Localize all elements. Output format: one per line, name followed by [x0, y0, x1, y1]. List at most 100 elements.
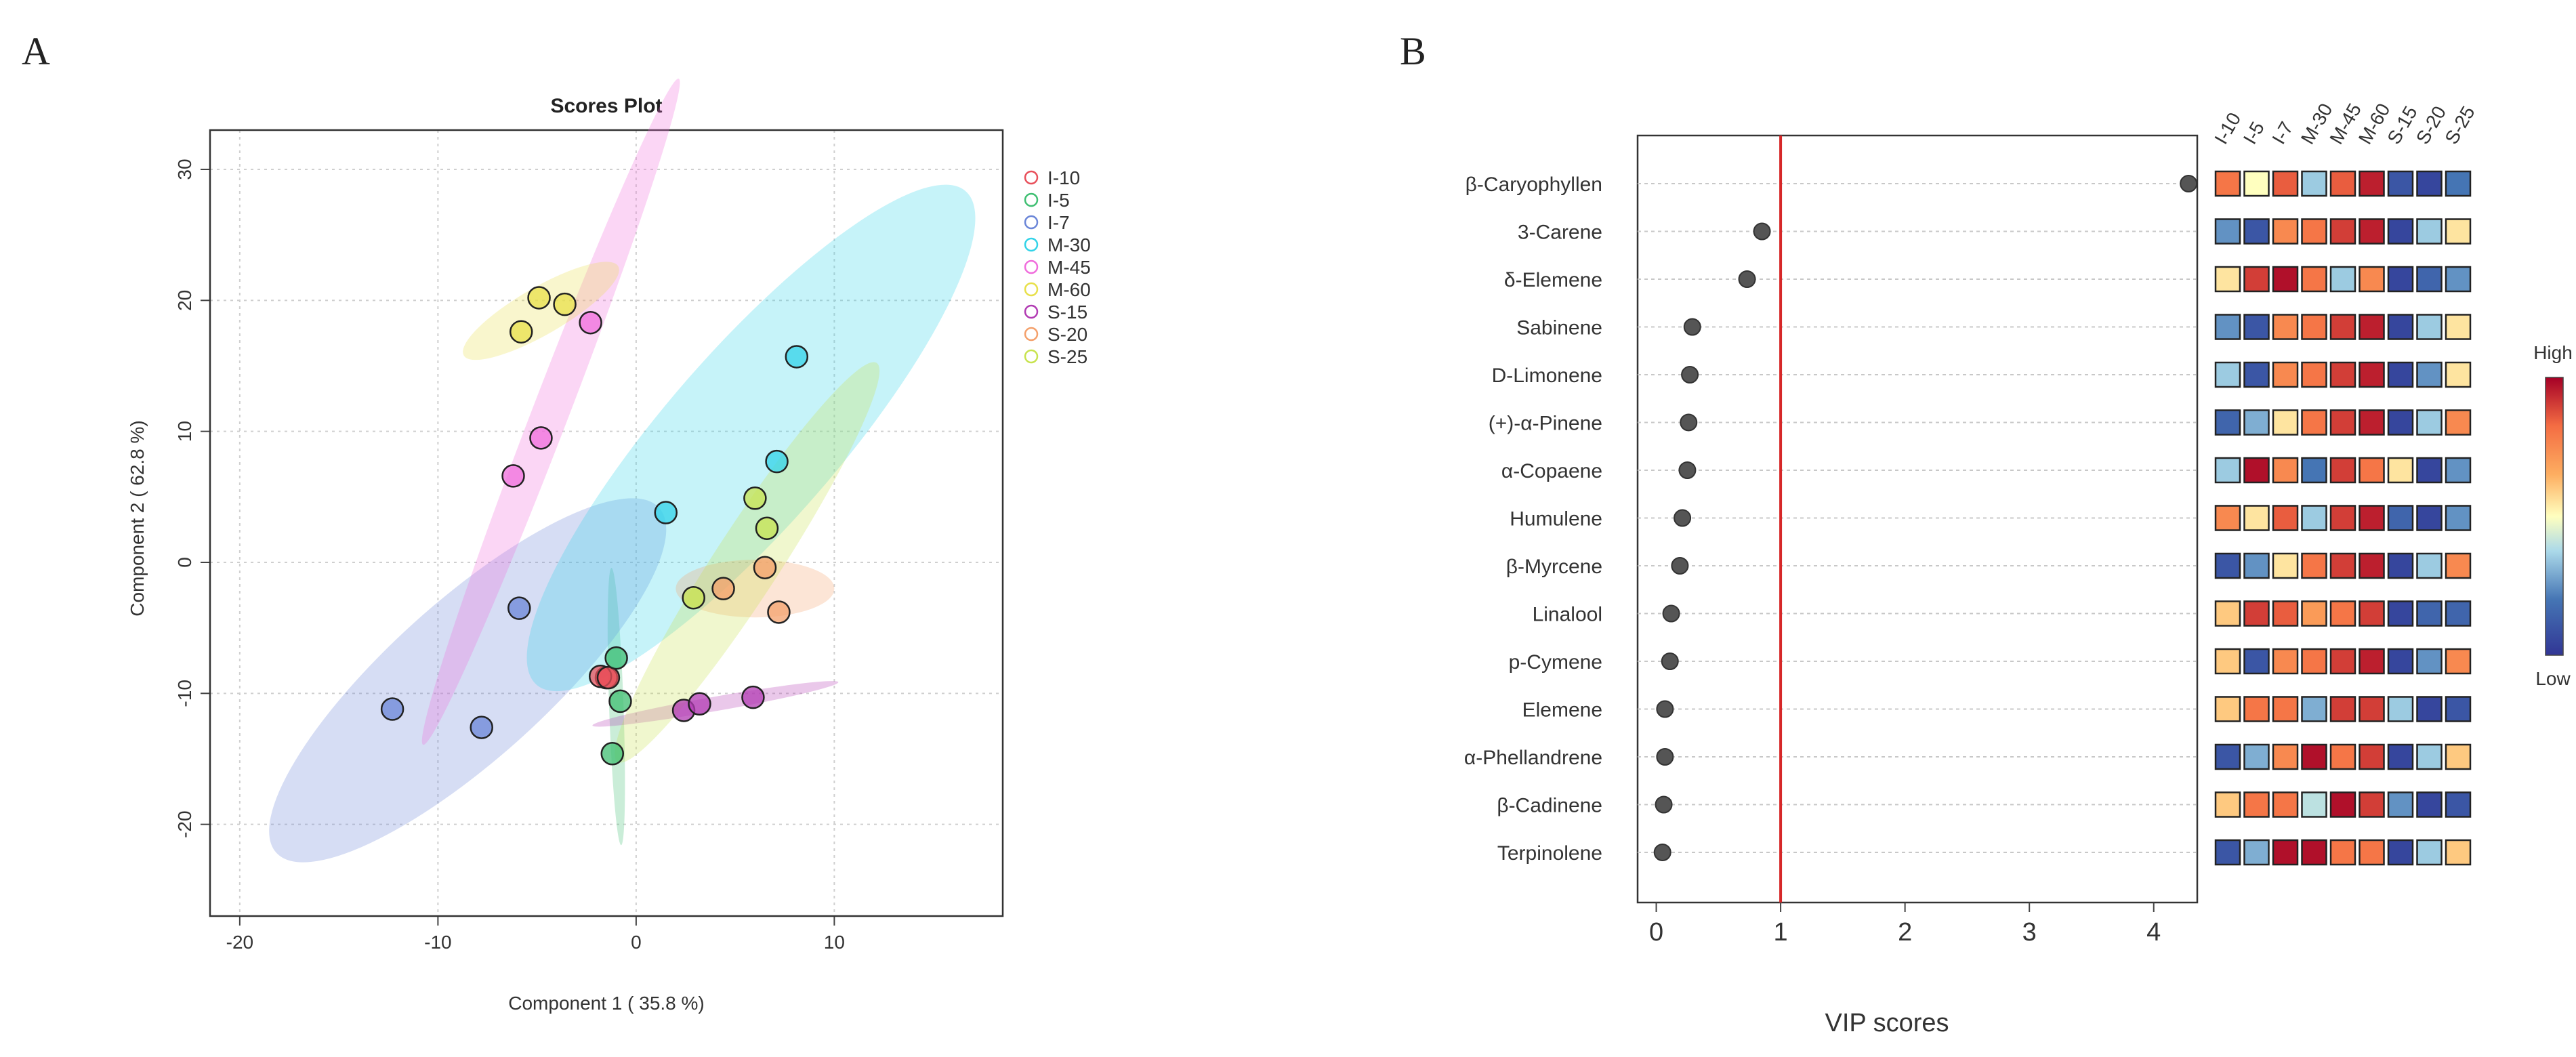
pca-legend-marker [1024, 304, 1039, 319]
heatmap-cell [2387, 600, 2414, 627]
pca-legend-label: S-15 [1047, 302, 1087, 323]
heatmap-cell [2329, 361, 2356, 388]
vip-category-label: β-Caryophyllen [1466, 173, 1602, 196]
heatmap-cell [2387, 696, 2414, 722]
heatmap-cell [2445, 457, 2472, 484]
heatmap-cell [2359, 552, 2385, 579]
pca-confidence-ellipse [676, 560, 835, 618]
pca-point [604, 646, 628, 670]
heatmap-cell [2214, 266, 2241, 293]
heatmap-cell [2416, 505, 2443, 531]
heatmap-cell [2301, 457, 2327, 484]
pca-legend-marker [1024, 327, 1039, 341]
heatmap-cell [2301, 314, 2327, 340]
heatmap-cell [2301, 696, 2327, 722]
pca-scores-plot: Scores Plot Component 1 ( 35.8 %) Compon… [127, 79, 1091, 1014]
heatmap-cell [2359, 314, 2385, 340]
vip-x-tick-label: 2 [1898, 918, 1912, 947]
heatmap-column-label: I-7 [2268, 118, 2297, 148]
heatmap-cell [2272, 266, 2299, 293]
heatmap-cell [2301, 600, 2327, 627]
pca-legend-marker [1024, 282, 1039, 297]
heatmap-cell [2214, 361, 2241, 388]
heatmap-cell [2272, 839, 2299, 866]
heatmap-cell [2387, 361, 2414, 388]
heatmap-cell [2214, 218, 2241, 245]
vip-category-label: Linalool [1533, 604, 1602, 626]
vip-category-label: D-Limonene [1492, 365, 1602, 387]
vip-x-tick-label: 0 [1649, 918, 1663, 947]
heatmap-cell [2329, 743, 2356, 770]
pca-point [579, 310, 602, 335]
heatmap-cell [2359, 170, 2385, 197]
vip-category-label: β-Cadinene [1497, 795, 1602, 817]
heatmap-cell [2272, 696, 2299, 722]
heatmap-cell [2445, 839, 2472, 866]
pca-x-tick-label: 10 [824, 932, 845, 953]
heatmap-cell [2416, 361, 2443, 388]
vip-point [1661, 652, 1679, 670]
pca-y-axis-label: Component 2 ( 62.8 %) [127, 420, 148, 617]
heatmap-cell [2445, 600, 2472, 627]
heatmap-cell [2329, 600, 2356, 627]
heatmap-cell [2445, 743, 2472, 770]
heatmap-cell [2214, 648, 2241, 675]
heatmap-cell [2445, 361, 2472, 388]
heatmap-cell [2445, 696, 2472, 722]
heatmap-cell [2301, 170, 2327, 197]
heatmap-cell [2301, 743, 2327, 770]
heatmap-cell [2329, 314, 2356, 340]
heatmap-cell [2416, 743, 2443, 770]
vip-category-label: Terpinolene [1497, 842, 1602, 865]
pca-point [741, 685, 765, 709]
pca-point [596, 665, 621, 690]
vip-point [1683, 318, 1701, 336]
vip-category-label: p-Cymene [1509, 651, 1602, 673]
pca-legend-marker [1024, 349, 1039, 364]
pca-legend-marker [1024, 215, 1039, 230]
vip-category-label: Humulene [1510, 508, 1602, 531]
heatmap-cell [2387, 839, 2414, 866]
heatmap-cell [2359, 696, 2385, 722]
pca-x-axis-label: Component 1 ( 35.8 %) [508, 993, 705, 1014]
heatmap-cell [2387, 314, 2414, 340]
vip-point [1680, 413, 1698, 432]
pca-point [682, 585, 705, 610]
heatmap-cell [2416, 170, 2443, 197]
vip-category-label: Sabinene [1516, 317, 1602, 339]
heatmap-cell [2243, 409, 2270, 436]
heatmap-cell [2329, 170, 2356, 197]
pca-point [600, 742, 625, 766]
vip-category-label: Elemene [1522, 699, 1602, 722]
heatmap-cell [2272, 648, 2299, 675]
heatmap-cell [2359, 648, 2385, 675]
heatmap-cell [2359, 743, 2385, 770]
heatmap-cell [2272, 505, 2299, 531]
pca-title: Scores Plot [550, 95, 662, 117]
pca-y-tick-label: 30 [174, 159, 195, 180]
heatmap-cell [2301, 791, 2327, 818]
heatmap-cell [2301, 839, 2327, 866]
vip-x-axis-label: VIP scores [1825, 1009, 1949, 1037]
vip-x-tick-label: 1 [1774, 918, 1788, 947]
heatmap-cell [2243, 314, 2270, 340]
heatmap-column-label: S-25 [2440, 102, 2478, 148]
heatmap-cell [2445, 791, 2472, 818]
pca-x-tick-label: -10 [424, 932, 451, 953]
heatmap-cell [2359, 505, 2385, 531]
heatmap-cell [2359, 266, 2385, 293]
pca-confidence-ellipse [269, 498, 667, 863]
heatmap-cell [2416, 266, 2443, 293]
heatmap-cell [2329, 409, 2356, 436]
heatmap-cell [2301, 648, 2327, 675]
heatmap-cell [2329, 505, 2356, 531]
vip-x-tick-label: 4 [2146, 918, 2161, 947]
heatmap-cell [2329, 791, 2356, 818]
heatmap-cell [2272, 552, 2299, 579]
pca-confidence-ellipse [463, 262, 619, 360]
heatmap-cell [2387, 170, 2414, 197]
pca-confidence-ellipse [615, 362, 880, 763]
vip-category-label: 3-Carene [1518, 222, 1602, 244]
heatmap-color-scale [2545, 377, 2564, 656]
